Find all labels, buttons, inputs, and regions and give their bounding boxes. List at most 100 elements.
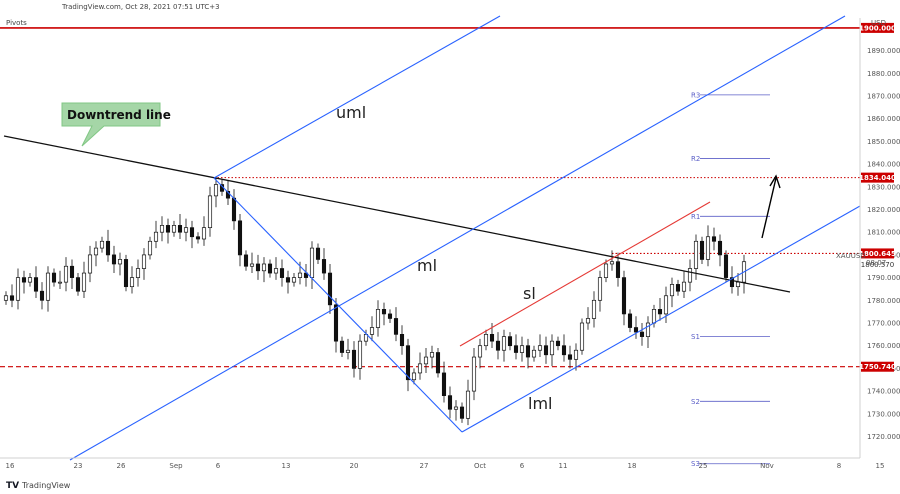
candle — [129, 266, 135, 294]
candle — [177, 214, 183, 240]
candle — [375, 300, 381, 337]
annotation-lml: lml — [528, 394, 552, 413]
candle — [273, 257, 279, 280]
candle — [465, 379, 471, 426]
candle — [471, 347, 477, 401]
candle — [717, 234, 723, 267]
candle — [27, 273, 33, 287]
price-badge — [861, 248, 894, 259]
currency-label: USD — [871, 19, 886, 27]
candle — [15, 268, 21, 310]
candle — [597, 270, 603, 312]
annotation-sl: sl — [523, 284, 536, 303]
price-badge-label: 1834.040 — [859, 174, 896, 182]
price-tick-label: 1880.000 — [867, 70, 900, 78]
countdown-label: 08:07 — [866, 259, 886, 267]
candle — [663, 286, 669, 323]
candle — [117, 252, 123, 276]
candle — [609, 250, 615, 271]
pivot-label: R3 — [691, 91, 700, 99]
candle — [405, 338, 411, 392]
downtrend-callout: Downtrend line — [61, 102, 171, 147]
price-tick-label: 1740.000 — [867, 388, 900, 396]
price-tick-label: 1820.000 — [867, 206, 900, 214]
candle — [495, 332, 501, 360]
candle — [159, 216, 165, 242]
candle — [525, 338, 531, 369]
candle — [399, 325, 405, 355]
candle — [243, 250, 249, 271]
candle — [705, 225, 711, 267]
price-badge — [861, 172, 894, 183]
candle — [195, 232, 201, 244]
pivot-label: S3 — [691, 460, 700, 468]
candle — [441, 361, 447, 403]
annotation-uml: uml — [336, 103, 366, 122]
candlesticks — [3, 177, 747, 426]
indicator-label: Pivots — [6, 19, 27, 27]
candle — [549, 334, 555, 367]
downtrend-line[interactable] — [3, 135, 791, 293]
candle — [435, 347, 441, 378]
price-badge — [861, 22, 894, 33]
candle — [453, 400, 459, 421]
sliding-line[interactable] — [459, 201, 711, 347]
candle — [675, 279, 681, 296]
candle — [579, 318, 585, 355]
time-tick-label: 15 — [876, 462, 885, 470]
candle — [351, 341, 357, 378]
time-tick-label: Nov — [760, 462, 774, 470]
upper-median-line[interactable] — [213, 15, 501, 179]
logo-text: TradingView — [21, 481, 71, 490]
price-tick-label: 1870.000 — [867, 93, 900, 101]
candle — [21, 270, 27, 294]
candle — [669, 277, 675, 308]
price-tick-label: 1730.000 — [867, 410, 900, 418]
candle — [603, 259, 609, 283]
price-tick-label: 1770.000 — [867, 320, 900, 328]
candle — [519, 336, 525, 362]
price-axis[interactable]: 1720.0001730.0001740.0001750.0001760.000… — [867, 47, 900, 441]
candle — [477, 338, 483, 369]
candle — [237, 214, 243, 267]
candle — [357, 334, 363, 380]
candle — [639, 323, 645, 346]
time-tick-label: 6 — [216, 462, 221, 470]
price-badges: 1900.000 1834.040 1800.645 1800.570 1750.740 — [859, 22, 896, 372]
candle — [381, 302, 387, 326]
candle — [501, 329, 507, 362]
candle — [123, 254, 129, 292]
time-tick-label: 8 — [837, 462, 841, 470]
candle — [33, 266, 39, 299]
candle — [45, 266, 51, 312]
candle — [657, 298, 663, 321]
candle — [681, 270, 687, 299]
candle — [633, 316, 639, 339]
price-tick-label: 1780.000 — [867, 297, 900, 305]
median-line[interactable] — [69, 15, 846, 461]
candle — [57, 270, 63, 289]
candle — [585, 307, 591, 330]
candle — [699, 236, 705, 264]
price-tick-label: 1840.000 — [867, 161, 900, 169]
price-tick-label: 1760.000 — [867, 342, 900, 350]
drawing-lines — [3, 15, 861, 461]
candle — [249, 252, 255, 274]
candle — [261, 257, 267, 283]
time-tick-label: 26 — [117, 462, 126, 470]
pitchfork-handle[interactable] — [213, 177, 463, 433]
time-axis[interactable]: 16 23 26 Sep 6 13 20 27 Oct 6 11 18 25 Nov 8 15 — [6, 462, 885, 470]
svg-text:TV: TV — [6, 481, 19, 491]
candle — [75, 273, 81, 296]
candle — [645, 316, 651, 348]
candle — [279, 259, 285, 287]
candle — [171, 220, 177, 237]
price-tick-label: 1810.000 — [867, 229, 900, 237]
candle — [723, 250, 729, 283]
lower-median-line[interactable] — [461, 205, 861, 433]
price-badge-label: 1800.645 — [859, 250, 896, 258]
price-badge — [861, 361, 894, 372]
candle — [183, 218, 189, 242]
price-badge-label: 1900.000 — [859, 24, 896, 32]
